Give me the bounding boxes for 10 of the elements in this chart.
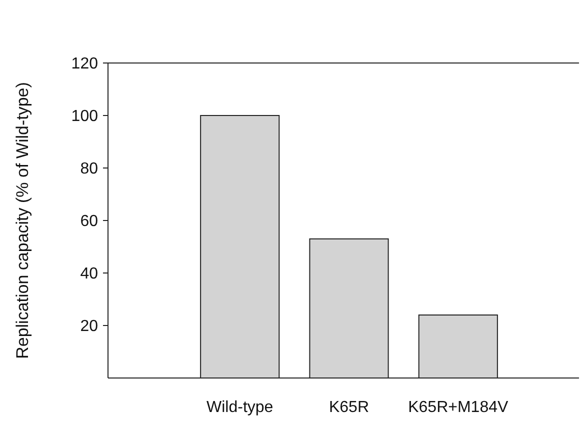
- y-tick-label: 120: [71, 56, 98, 73]
- x-tick-label: Wild-type: [206, 399, 274, 416]
- x-tick-label: K65R: [328, 399, 370, 416]
- x-tick-label: K65R+M184V: [408, 399, 509, 416]
- y-tick-label: 80: [80, 160, 98, 178]
- y-axis-title: Replication capacity (% of Wild-type): [13, 82, 32, 359]
- y-tick-label: 60: [80, 213, 98, 230]
- y-tick-label: 20: [80, 318, 98, 336]
- y-tick-label: 100: [71, 108, 98, 126]
- y-tick-label: 40: [80, 266, 98, 283]
